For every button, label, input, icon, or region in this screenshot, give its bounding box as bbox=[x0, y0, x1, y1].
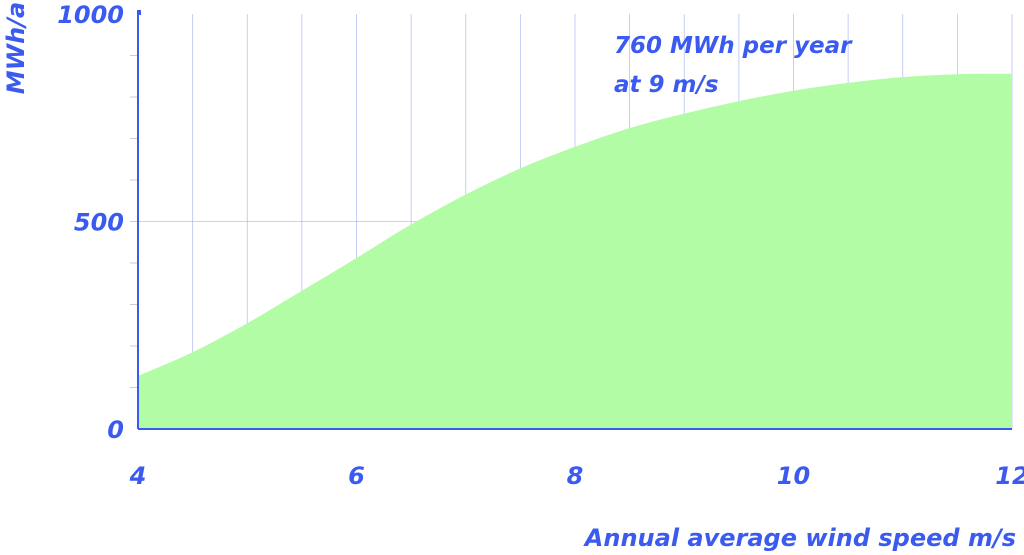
area-series-fill bbox=[138, 73, 1012, 429]
y-tick-label: 500 bbox=[74, 209, 124, 237]
x-tick-label: 4 bbox=[129, 462, 147, 490]
annotation-line-2: at 9 m/s bbox=[614, 72, 719, 98]
x-tick-label: 12 bbox=[995, 462, 1024, 490]
annotation-line-1: 760 MWh per year bbox=[614, 33, 853, 59]
x-axis-title: Annual average wind speed m/s bbox=[583, 524, 1016, 552]
y-tick-label: 0 bbox=[107, 416, 124, 444]
x-tick-label: 10 bbox=[777, 462, 810, 490]
x-tick-label: 8 bbox=[567, 462, 584, 490]
y-axis-title: MWh/a bbox=[2, 2, 30, 94]
y-axis-cap bbox=[137, 10, 141, 15]
y-tick-label: 1000 bbox=[57, 1, 124, 29]
axis-layer bbox=[130, 10, 1012, 430]
tick-labels: 0 500 1000 4 6 8 10 12 bbox=[57, 1, 1024, 490]
x-tick-label: 6 bbox=[348, 462, 365, 490]
